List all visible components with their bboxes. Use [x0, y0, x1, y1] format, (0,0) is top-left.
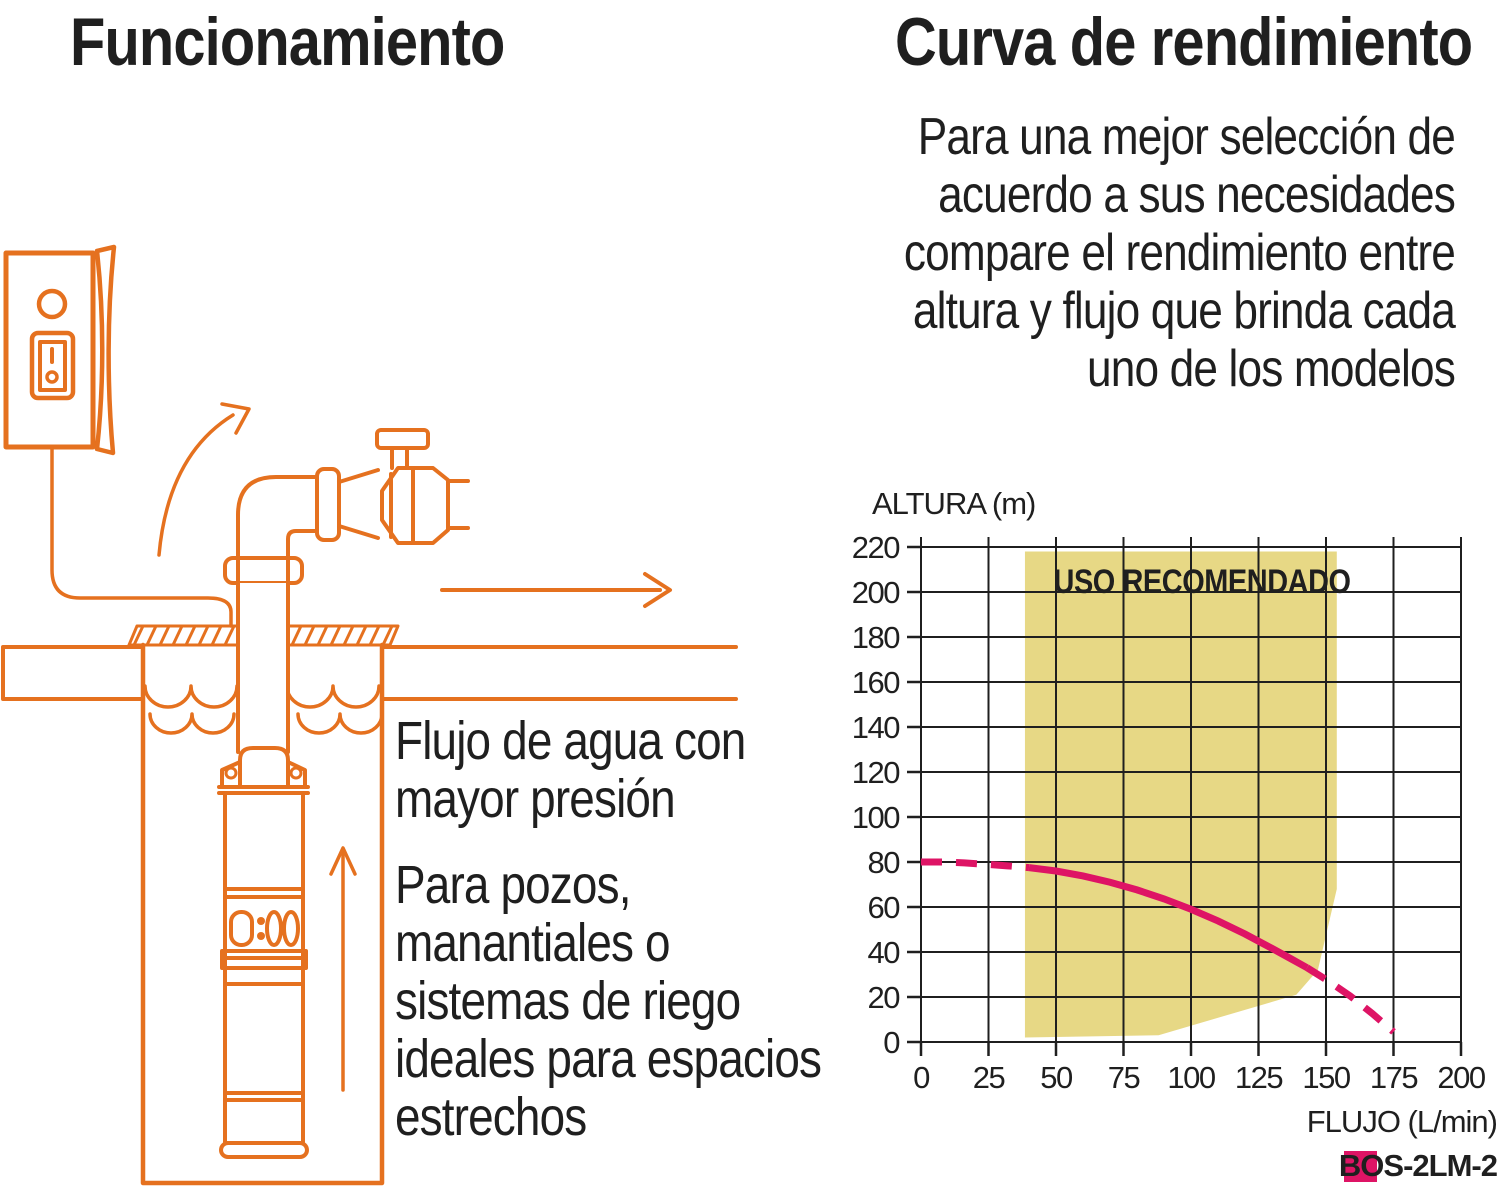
right-section-title: Curva de rendimiento: [895, 4, 1473, 80]
valve: [375, 428, 470, 545]
y-axis-title: ALTURA (m): [872, 486, 1036, 521]
x-tick-label: 125: [1235, 1060, 1282, 1095]
right-flow-arrow-icon: [440, 572, 672, 608]
pump-dome: [238, 746, 290, 764]
y-tick-label: 80: [868, 845, 901, 880]
y-tick-label: 120: [852, 755, 900, 790]
valve-outlet-stubs: [446, 479, 470, 530]
performance-curve-segment: [921, 858, 1030, 872]
x-tick-label: 200: [1437, 1060, 1485, 1095]
submersible-pump: [217, 746, 310, 1159]
pipe-elbow: [236, 467, 380, 585]
y-tick-label: 0: [883, 1025, 900, 1060]
x-tick-label: 25: [973, 1060, 1005, 1095]
up-flow-arrow-icon: [329, 846, 357, 1092]
switch-off-mark: [45, 370, 59, 384]
well-shaft: [140, 642, 385, 1186]
legend-model-label: BOS-2LM-2: [1338, 1148, 1498, 1183]
pump-installation-diagram: [1, 244, 738, 1186]
x-tick-label: 0: [913, 1060, 930, 1095]
performance-chart: 0 20 40 60 80 100 120 140 160 180 200 220 0 25 50 75 100…: [852, 530, 1488, 1095]
box-side-panel: [94, 244, 117, 456]
y-tick-label: 160: [852, 665, 900, 700]
power-switch-box: [3, 244, 117, 456]
well-collar-hatch: [127, 624, 400, 647]
curved-up-arrow-icon: [157, 402, 251, 557]
y-tick-label: 220: [852, 530, 900, 565]
pipe-reducer: [337, 468, 380, 540]
performance-curve-segment: [1028, 864, 1309, 971]
y-tick-label: 180: [852, 620, 900, 655]
y-tick-label: 60: [868, 890, 901, 925]
x-tick-label: 75: [1108, 1060, 1140, 1095]
performance-curve-segment: [1305, 964, 1396, 1035]
x-tick-label: 50: [1040, 1060, 1073, 1095]
water-waves: [143, 684, 384, 735]
caption-flow-pressure: Flujo de agua con mayor presión: [395, 711, 746, 829]
valve-handle: [375, 428, 430, 450]
x-tick-label: 150: [1302, 1060, 1350, 1095]
x-tick-label: 100: [1167, 1060, 1215, 1095]
recommended-use-label: USO RECOMENDADO: [1053, 563, 1352, 601]
y-tick-label: 140: [852, 710, 900, 745]
y-tick-label: 40: [868, 935, 901, 970]
power-cable: [50, 445, 233, 628]
legend-color-swatch: [1344, 1151, 1377, 1182]
pump-display: [229, 910, 300, 947]
x-tick-label: 175: [1370, 1060, 1417, 1095]
caption-usage: Para pozos, manantiales o sistemas de rieg…: [395, 855, 822, 1147]
pump-foot: [219, 1141, 309, 1159]
pipe-coupling: [315, 467, 341, 542]
y-tick-label: 100: [852, 800, 900, 835]
riser-pipe: [236, 581, 290, 754]
chart-intro-text: Para una mejor selección de acuerdo a sus…: [903, 108, 1456, 398]
left-section-title: Funcionamiento: [70, 4, 505, 80]
y-tick-label: 20: [868, 980, 901, 1015]
y-tick-label: 200: [852, 575, 900, 610]
ground-surface: [1, 645, 738, 701]
recommended-region: [1024, 551, 1337, 1038]
x-axis-title: FLUJO (L/min): [1306, 1104, 1498, 1139]
